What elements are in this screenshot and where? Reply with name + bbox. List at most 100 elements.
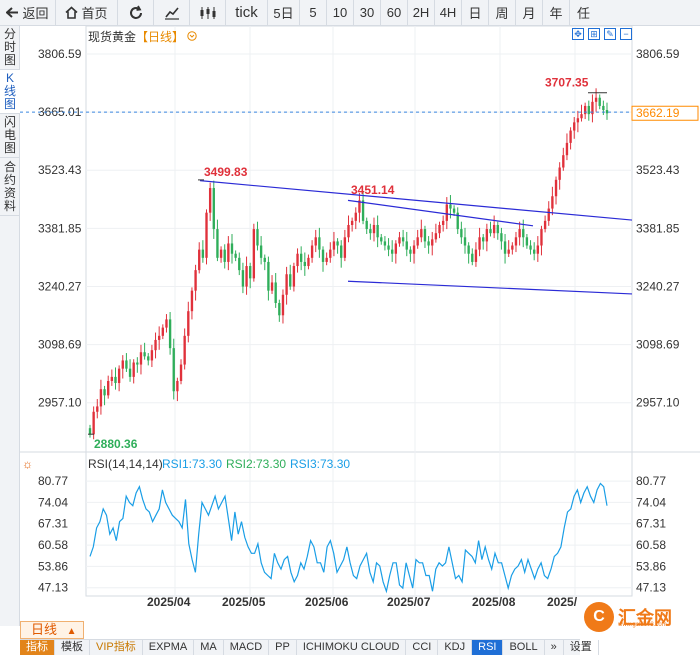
period-custom[interactable]: 任 — [576, 6, 590, 21]
candle-body — [551, 196, 554, 209]
candle-body — [139, 352, 143, 365]
period-5m[interactable]: 5 — [300, 0, 327, 25]
annotation-high-1: 3499.83 — [204, 165, 248, 179]
candle-body — [292, 266, 296, 287]
line-chart-button[interactable] — [154, 0, 190, 25]
rsi-axis-label-right: 60.58 — [636, 538, 666, 552]
period-4h[interactable]: 4H — [435, 0, 462, 25]
candle-body — [274, 282, 277, 303]
period-60m[interactable]: 60 — [381, 0, 408, 25]
tab-boll[interactable]: BOLL — [503, 640, 545, 655]
candle-body — [594, 97, 598, 102]
candle-body — [598, 97, 601, 106]
chart-tools: ✥ ⊞ ✎ − — [572, 28, 632, 40]
date-axis-label: 2025/06 — [305, 595, 349, 609]
price-axis-label-left: 3523.43 — [38, 163, 82, 177]
candle-body — [183, 335, 186, 365]
tab-pp[interactable]: PP — [269, 640, 297, 655]
rsi-line — [89, 482, 608, 594]
settings-button[interactable]: 设置 — [564, 640, 599, 655]
candle-body — [88, 428, 92, 435]
more-tabs-icon[interactable]: » — [545, 640, 564, 655]
price-chart[interactable]: 3806.593806.593665.013665.013523.433523.… — [0, 26, 700, 621]
candle-body — [190, 290, 194, 312]
candle-body — [201, 249, 205, 258]
rsi-legend-item: RSI3:73.30 — [290, 457, 350, 471]
period-week[interactable]: 周 — [489, 0, 516, 25]
minimize-icon[interactable]: − — [620, 28, 632, 40]
tab-ichimoku[interactable]: ICHIMOKU CLOUD — [297, 640, 407, 655]
candle-body — [463, 237, 467, 246]
candle-body — [452, 208, 456, 213]
fit-icon[interactable]: ⊞ — [588, 28, 600, 40]
candle-body — [198, 249, 201, 271]
candle-body — [249, 266, 252, 279]
brand-name: 汇金网 — [618, 608, 672, 628]
candle-body — [449, 204, 452, 209]
candle-body — [532, 249, 536, 254]
candle-body — [416, 237, 419, 246]
sidebar-item-flash[interactable]: 闪电图 — [0, 114, 20, 158]
home-button[interactable]: 首页 — [56, 0, 118, 25]
candle-body — [245, 266, 248, 287]
candle-body — [431, 239, 434, 246]
sidebar-item-kline[interactable]: K线图 — [0, 70, 20, 114]
period-5d[interactable]: 5日 — [268, 0, 300, 25]
candle-body — [147, 356, 150, 361]
candle-body — [194, 270, 197, 291]
candle-body — [103, 389, 106, 396]
expand-icon[interactable]: ✥ — [572, 28, 584, 40]
candle-body — [569, 130, 572, 143]
tab-expma[interactable]: EXPMA — [143, 640, 195, 655]
last-price-label: 3662.19 — [636, 106, 680, 120]
period-30m[interactable]: 30 — [354, 0, 381, 25]
candle-body — [256, 229, 259, 246]
tab-macd[interactable]: MACD — [224, 640, 270, 655]
tab-ma[interactable]: MA — [194, 640, 224, 655]
draw-icon[interactable]: ✎ — [604, 28, 616, 40]
circle-chevron-down-icon[interactable] — [187, 31, 198, 41]
price-axis-label-left: 3806.59 — [38, 47, 82, 61]
candle-body — [565, 142, 569, 156]
tab-template[interactable]: 模板 — [55, 640, 90, 655]
sidebar-item-label: 合约资料 — [4, 159, 17, 213]
candle-body — [365, 220, 368, 230]
tab-indicators[interactable]: 指标 — [20, 640, 55, 655]
candle-body — [391, 249, 394, 254]
period-10m[interactable]: 10 — [327, 0, 354, 25]
candle-body — [438, 224, 441, 234]
candle-body — [602, 105, 605, 111]
candle-body — [507, 249, 510, 254]
tab-cci[interactable]: CCI — [406, 640, 439, 655]
candle-body — [380, 237, 383, 242]
period-day[interactable]: 日 — [462, 0, 489, 25]
candle-body — [467, 245, 470, 254]
candle-body — [503, 241, 507, 254]
sidebar-item-contract[interactable]: 合约资料 — [0, 158, 20, 216]
price-axis-label-right: 2957.10 — [636, 396, 680, 410]
price-axis-label-left: 3381.85 — [38, 221, 82, 235]
refresh-button[interactable] — [118, 0, 154, 25]
candle-body — [518, 229, 521, 238]
candle-body — [259, 245, 263, 258]
back-button[interactable]: 返回 — [0, 0, 56, 25]
candle-body — [238, 257, 241, 271]
candle-body — [267, 261, 270, 291]
period-select-button[interactable]: 日线 ▲ — [20, 621, 84, 639]
period-year[interactable]: 年 — [543, 0, 570, 25]
refresh-icon — [129, 5, 142, 19]
candle-body — [456, 212, 459, 230]
tab-kdj[interactable]: KDJ — [438, 640, 473, 655]
period-2h[interactable]: 2H — [408, 0, 435, 25]
tick-button[interactable]: tick — [226, 0, 268, 25]
price-axis-label-right: 3240.27 — [636, 279, 680, 293]
tab-rsi[interactable]: RSI — [472, 640, 504, 655]
candle-body — [587, 105, 590, 115]
period-month[interactable]: 月 — [516, 0, 543, 25]
tab-vip-indicators[interactable]: VIP指标 — [90, 640, 143, 655]
candle-body — [369, 229, 372, 234]
candle-chart-button[interactable] — [190, 0, 226, 25]
rsi-axis-label-left: 67.31 — [38, 517, 68, 531]
candle-body — [547, 208, 550, 221]
sidebar-item-timeshare[interactable]: 分时图 — [0, 26, 20, 70]
